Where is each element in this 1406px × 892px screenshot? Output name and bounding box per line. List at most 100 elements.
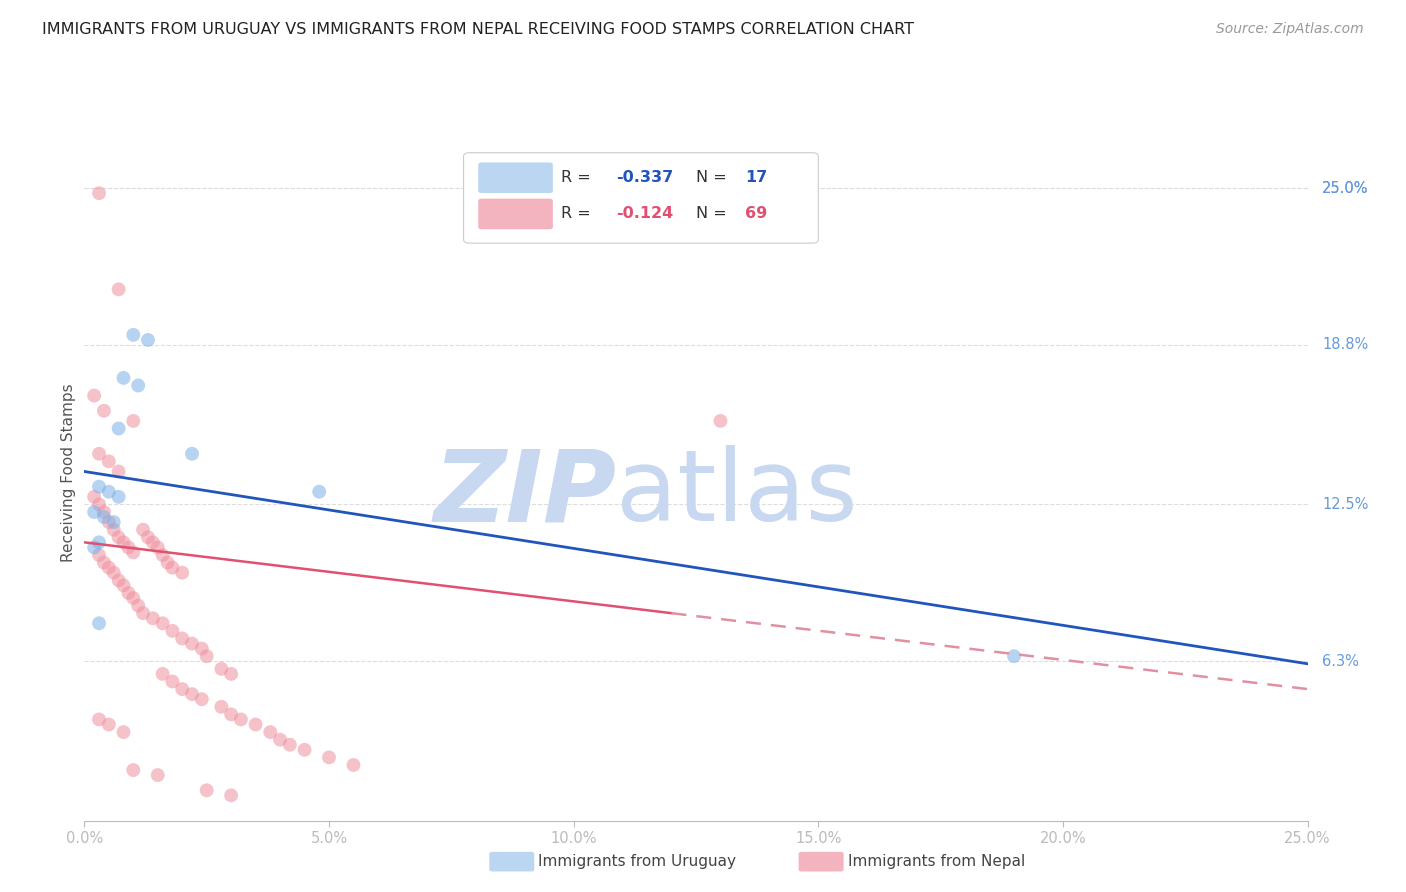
Point [142, 611, 165, 625]
Point [152, 548, 174, 562]
Point [245, 717, 267, 731]
Point [93, 404, 115, 418]
Point [181, 636, 204, 650]
Point [191, 641, 214, 656]
Point [146, 768, 169, 782]
Point [269, 732, 291, 747]
Text: Immigrants from Nepal: Immigrants from Nepal [848, 855, 1025, 869]
Text: 18.8%: 18.8% [1322, 337, 1368, 352]
Text: R =: R = [561, 206, 596, 221]
Y-axis label: Receiving Food Stamps: Receiving Food Stamps [60, 384, 76, 562]
Point [87, 447, 110, 461]
Text: 17: 17 [745, 170, 768, 186]
Point [136, 333, 159, 347]
Point [162, 560, 184, 574]
Text: Immigrants from Uruguay: Immigrants from Uruguay [538, 855, 737, 869]
Text: 25.0%: 25.0% [1322, 181, 1369, 195]
Point [122, 545, 145, 559]
Text: R =: R = [561, 170, 596, 186]
FancyBboxPatch shape [478, 199, 553, 229]
Text: 25.0%: 25.0% [1322, 181, 1369, 195]
Point [112, 371, 135, 385]
Point [97, 484, 120, 499]
Point [87, 480, 110, 494]
Point [152, 666, 174, 681]
Point [122, 327, 145, 342]
Point [195, 649, 218, 664]
Point [97, 560, 120, 574]
Text: atlas: atlas [616, 445, 858, 542]
Point [122, 414, 145, 428]
Point [87, 616, 110, 631]
Point [83, 541, 105, 555]
Point [107, 282, 129, 296]
Point [122, 763, 145, 777]
Point [87, 186, 110, 201]
Point [709, 414, 731, 428]
Point [117, 586, 139, 600]
Point [209, 699, 232, 714]
Point [146, 541, 169, 555]
Point [97, 515, 120, 529]
Text: IMMIGRANTS FROM URUGUAY VS IMMIGRANTS FROM NEPAL RECEIVING FOOD STAMPS CORRELATI: IMMIGRANTS FROM URUGUAY VS IMMIGRANTS FR… [42, 22, 914, 37]
Point [342, 758, 364, 772]
Point [152, 616, 174, 631]
Point [132, 523, 155, 537]
Point [103, 515, 125, 529]
Point [97, 717, 120, 731]
Point [259, 725, 281, 739]
Point [162, 624, 184, 638]
Point [278, 738, 301, 752]
Point [209, 662, 232, 676]
Point [136, 530, 159, 544]
Point [132, 606, 155, 620]
Point [93, 510, 115, 524]
Point [83, 388, 105, 402]
Text: -0.124: -0.124 [616, 206, 673, 221]
Point [294, 743, 316, 757]
Text: Source: ZipAtlas.com: Source: ZipAtlas.com [1216, 22, 1364, 37]
Point [103, 523, 125, 537]
Point [112, 578, 135, 592]
Point [308, 484, 330, 499]
Point [87, 713, 110, 727]
Point [318, 750, 340, 764]
Point [219, 707, 242, 722]
Point [127, 599, 149, 613]
Point [172, 682, 194, 697]
Point [219, 789, 242, 803]
Point [181, 447, 204, 461]
Point [97, 454, 120, 468]
Point [87, 497, 110, 511]
Text: N =: N = [696, 170, 733, 186]
Point [191, 692, 214, 706]
Point [87, 548, 110, 562]
Point [156, 556, 179, 570]
FancyBboxPatch shape [464, 153, 818, 244]
Point [142, 535, 165, 549]
Point [1002, 649, 1025, 664]
Point [87, 535, 110, 549]
Point [107, 421, 129, 435]
Point [103, 566, 125, 580]
Text: 6.3%: 6.3% [1322, 654, 1360, 669]
Text: N =: N = [696, 206, 733, 221]
Text: 12.5%: 12.5% [1322, 497, 1368, 512]
Point [122, 591, 145, 605]
Point [107, 465, 129, 479]
Point [219, 666, 242, 681]
Point [107, 530, 129, 544]
Point [112, 535, 135, 549]
FancyBboxPatch shape [478, 162, 553, 193]
Point [195, 783, 218, 797]
Point [162, 674, 184, 689]
Point [112, 725, 135, 739]
Point [127, 378, 149, 392]
Point [93, 556, 115, 570]
Text: ZIP: ZIP [433, 445, 616, 542]
Text: 69: 69 [745, 206, 768, 221]
Point [181, 687, 204, 701]
Point [83, 490, 105, 504]
Point [172, 632, 194, 646]
Point [107, 574, 129, 588]
